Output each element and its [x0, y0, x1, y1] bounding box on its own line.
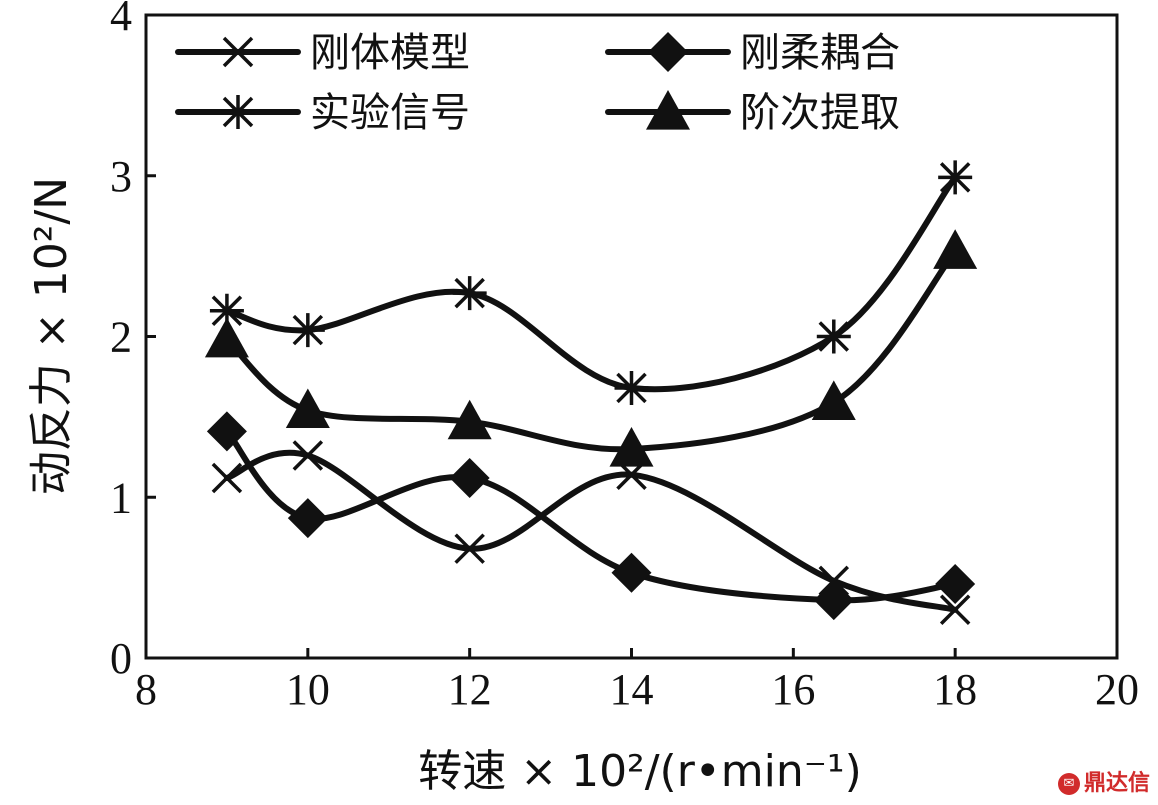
- series-line-3: [223, 174, 959, 393]
- data-point-series-3: [290, 313, 325, 348]
- data-point-series-2: [449, 457, 490, 498]
- data-point-series-3: [614, 370, 649, 405]
- data-point-series-2: [287, 498, 328, 539]
- data-point-series-4: [447, 399, 492, 440]
- series-line-1: [223, 449, 959, 613]
- data-point-series-2: [813, 580, 854, 621]
- data-point-series-4: [609, 427, 654, 467]
- data-point-series-1: [211, 462, 243, 494]
- x-tick-label: 20: [1095, 665, 1139, 714]
- dingdaxin-logo-icon: ✉: [1057, 773, 1080, 795]
- data-point-series-2: [935, 564, 976, 605]
- legend-item-2: 刚柔耦合: [605, 30, 900, 76]
- data-point-series-4: [811, 380, 856, 421]
- legend-label: 实验信号: [310, 90, 470, 136]
- legend-label: 刚体模型: [310, 30, 470, 76]
- watermark-text: 鼎达信: [1083, 771, 1150, 796]
- y-tick-label: 3: [110, 152, 132, 201]
- legend-item-3: 实验信号: [175, 90, 470, 136]
- data-point-series-1: [292, 440, 324, 471]
- data-point-series-3: [816, 319, 851, 354]
- data-point-series-1: [454, 533, 485, 564]
- legend-marker: [222, 36, 254, 68]
- data-point-series-4: [204, 317, 249, 358]
- x-axis-title: 转速 × 10²/(r•min⁻¹): [418, 746, 862, 797]
- data-point-series-3: [209, 293, 244, 328]
- series-lines: [223, 174, 959, 613]
- legend-item-4: 阶次提取: [605, 90, 900, 136]
- x-tick-label: 12: [448, 665, 492, 714]
- x-tick-label: 16: [771, 665, 815, 714]
- y-tick-label: 0: [110, 634, 132, 683]
- series-markers: [204, 160, 978, 626]
- series-line-2: [223, 428, 959, 604]
- legend-marker: [648, 32, 688, 72]
- data-point-series-3: [938, 160, 973, 195]
- legend-item-1: 刚体模型: [175, 30, 470, 76]
- y-axis-title: 动反力 × 10²/N: [26, 177, 77, 495]
- x-tick-label: 18: [933, 665, 977, 714]
- y-tick-label: 4: [110, 0, 132, 40]
- watermark: ✉ 鼎达信: [1057, 765, 1150, 797]
- data-point-series-2: [611, 552, 652, 593]
- data-point-series-4: [933, 229, 978, 269]
- data-point-series-2: [206, 411, 247, 452]
- legend-marker: [646, 90, 690, 130]
- data-point-series-3: [452, 276, 487, 311]
- x-tick-label: 10: [286, 665, 330, 714]
- x-tick-label: 14: [610, 665, 654, 714]
- y-tick-label: 1: [110, 473, 132, 522]
- y-tick-label: 2: [110, 313, 132, 362]
- legend-label: 阶次提取: [740, 90, 900, 136]
- legend-label: 刚柔耦合: [740, 30, 900, 76]
- x-tick-label: 8: [135, 665, 157, 714]
- data-point-series-1: [939, 594, 971, 626]
- data-point-series-4: [285, 388, 330, 429]
- legend-marker: [221, 95, 255, 129]
